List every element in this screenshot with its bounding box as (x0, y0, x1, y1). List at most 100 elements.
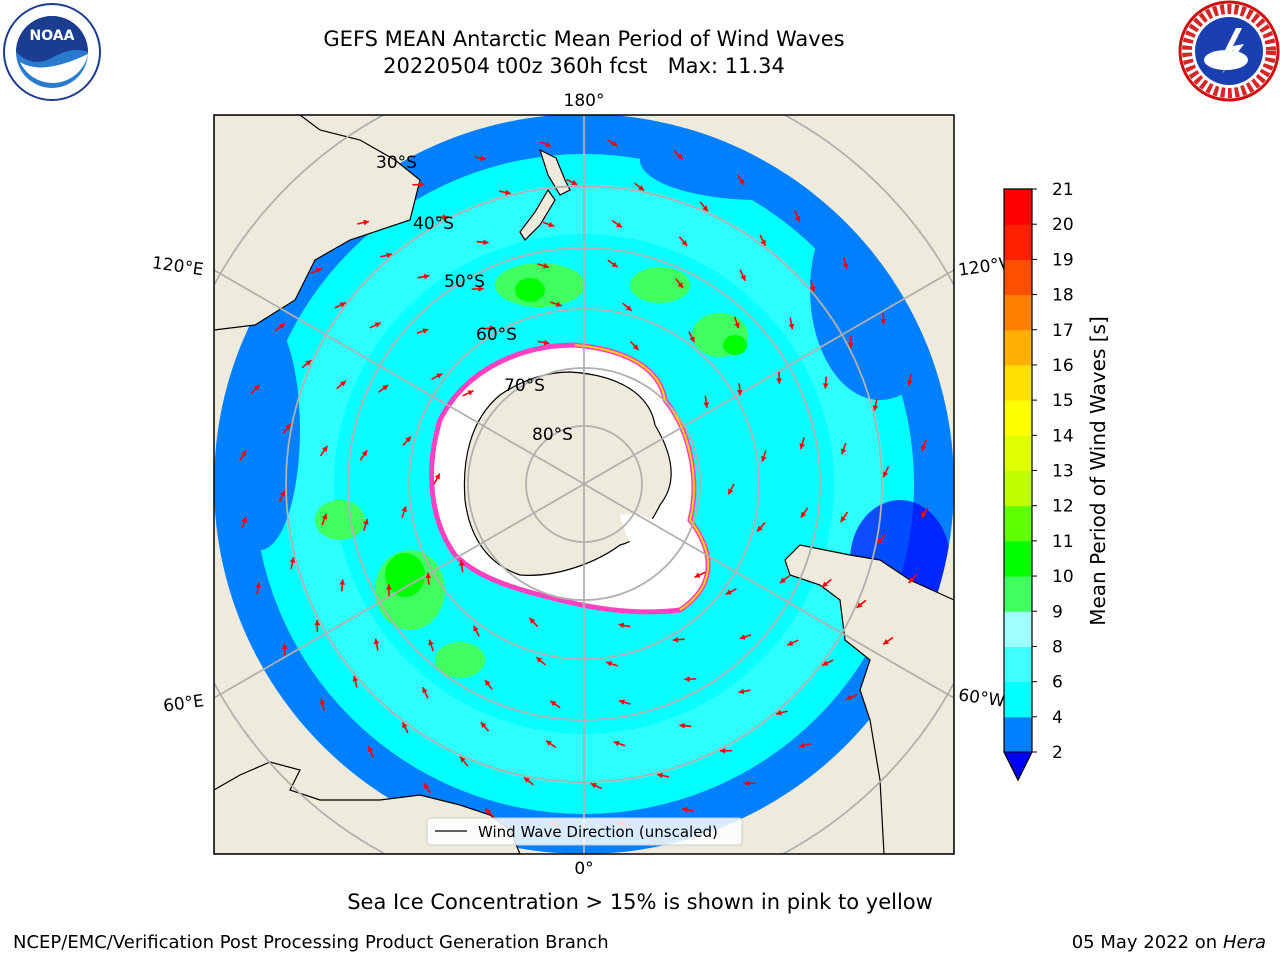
colorbar-tick-label: 16 (1052, 356, 1074, 376)
wave-arrow-head (880, 319, 887, 325)
wave-arrow-head (480, 155, 486, 162)
wave-arrow-head (679, 722, 685, 729)
wave-arrow-head (921, 445, 927, 452)
wave-arrow-head (543, 339, 550, 346)
lon-label-60w: 60°W (957, 685, 1006, 711)
colorbar-bin (1004, 435, 1032, 471)
wave-arrow-head (321, 513, 328, 520)
wave-arrow-head (618, 622, 625, 629)
chart-title: GEFS MEAN Antarctic Mean Period of Wind … (323, 27, 845, 51)
wave-arrow-head (382, 384, 389, 391)
wave-arrow-head (385, 584, 392, 590)
colorbar-bin (1004, 681, 1032, 718)
wave-arrow-head (458, 560, 465, 566)
wave-arrow-head (775, 709, 782, 716)
colorbar-tick-label: 10 (1052, 567, 1074, 587)
colorbar-tick-label: 18 (1052, 286, 1074, 306)
colorbar-tick-label: 13 (1052, 462, 1074, 482)
wave-arrow-head (883, 471, 889, 478)
colorbar-bin (1004, 540, 1032, 577)
wave-arrow-head (305, 360, 312, 366)
wave-arrow-head (386, 252, 393, 259)
graticule (214, 115, 954, 854)
legend-label: Wind Wave Direction (unscaled) (478, 823, 718, 841)
wave-arrow-head (725, 589, 732, 595)
colorbar-tick-label: 20 (1052, 215, 1074, 235)
wave-arrow-head (281, 643, 288, 649)
wave-arrow-head (505, 189, 511, 196)
wave-arrow-head (743, 780, 749, 787)
wave-arrow-head (840, 448, 847, 455)
wave-arrow-head (339, 302, 346, 308)
wave-arrow-head (703, 402, 710, 408)
wave-arrow-head (279, 490, 285, 497)
nws-logo (1178, 0, 1280, 102)
colorbar-bin (1004, 224, 1032, 260)
wave-arrow-head (425, 572, 432, 579)
wave-arrow-head (315, 267, 322, 274)
wave-arrow-head (809, 286, 816, 293)
wave-arrow-head (278, 323, 285, 330)
wave-arrow-head (352, 675, 359, 682)
wave-arrow-head (402, 722, 408, 729)
wave-arrow-head (682, 806, 688, 813)
wave-arrow-head (681, 240, 688, 246)
wave-arrow-head (728, 488, 734, 495)
colorbar-tick-label: 9 (1052, 602, 1063, 622)
wave-arrow-head (571, 179, 578, 185)
wave-arrow-head (611, 141, 618, 147)
chart-subtitle: 20220504 t00z 360h fcst Max: 11.34 (383, 54, 785, 78)
wave-arrow-head (555, 301, 562, 307)
map-legend: Wind Wave Direction (unscaled) (426, 817, 743, 846)
wave-arrow-head (719, 747, 726, 754)
wave-arrow-head (478, 285, 484, 292)
wave-arrow-head (822, 581, 828, 588)
wave-arrow-head (847, 342, 854, 349)
wave-arrow-head (241, 516, 247, 523)
colorbar-bin (1004, 364, 1032, 401)
wave-arrow-head (619, 699, 625, 705)
wave-arrow-head (611, 261, 618, 268)
wave-arrow-head (422, 328, 429, 334)
colorbar-bin (1004, 611, 1032, 647)
wave-arrow-head (613, 740, 620, 747)
wave-arrow-head (776, 378, 783, 384)
footer-host: Hera (1222, 932, 1266, 953)
wave-arrow-head (363, 219, 369, 226)
wave-arrow-head (684, 676, 690, 683)
wave-arrow-head (822, 660, 829, 666)
wind-wave-arrows (239, 139, 929, 829)
wave-arrow-head (536, 657, 543, 663)
lon-label-60e: 60°E (162, 691, 205, 716)
wave-arrow-head (436, 373, 443, 379)
wave-arrow-head (363, 519, 369, 525)
wave-arrow-head (799, 742, 805, 749)
lon-label-0: 0° (574, 859, 593, 879)
wave-arrow-head (616, 221, 623, 228)
lon-label-180: 180° (564, 91, 605, 111)
wave-arrow-head (877, 538, 883, 545)
wave-arrow-head (523, 777, 530, 783)
wave-arrow-head (374, 322, 381, 328)
wave-arrow-head (428, 639, 434, 646)
wave-arrow-head (319, 699, 326, 705)
wave-arrow-head (545, 141, 552, 147)
colorbar-tick-label: 2 (1052, 743, 1063, 763)
wave-arrow-head (788, 323, 795, 330)
wave-arrow-head (423, 273, 430, 280)
wave-arrow-head (314, 619, 321, 626)
wave-arrow-head (761, 455, 767, 462)
wave-arrow-head (548, 221, 555, 228)
wave-arrow-head (543, 263, 549, 269)
wave-arrow-head (473, 625, 479, 632)
wave-arrow-head (423, 783, 430, 790)
colorbar: 2 4 6 8 9 10 11 12 13 14 15 16 17 18 19 20 21 (1003, 180, 1074, 782)
wave-arrow-head (484, 679, 491, 686)
colorbar-tick-label: 15 (1052, 391, 1074, 411)
wave-arrow-head (883, 638, 890, 645)
colorbar-tick-label: 17 (1052, 321, 1074, 341)
colorbar-title: Mean Period of Wind Waves [s] (1086, 316, 1110, 626)
sea-ice-note: Sea Ice Concentration > 15% is shown in … (347, 890, 933, 914)
wave-arrow-head (739, 634, 746, 640)
australia (214, 115, 421, 331)
